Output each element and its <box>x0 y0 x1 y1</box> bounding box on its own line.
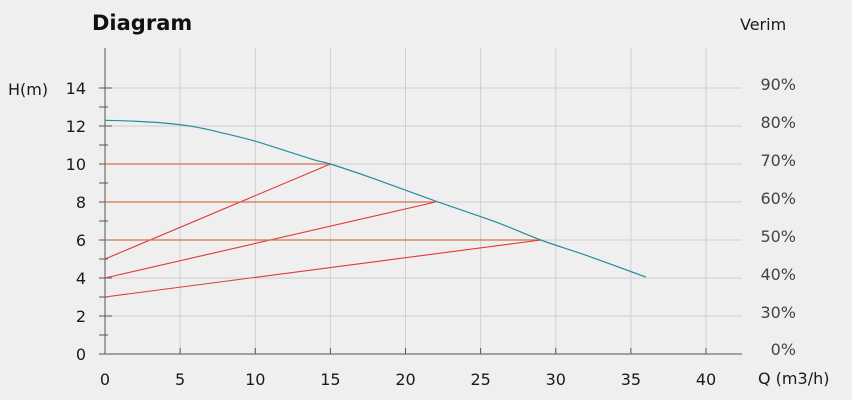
system-curve-line <box>104 163 331 260</box>
x-tick-label: 25 <box>470 370 490 389</box>
operating-lines <box>104 163 541 298</box>
x-tick-label: 20 <box>395 370 415 389</box>
y-ticks: 0 2 4 6 8 10 12 14 <box>66 79 86 364</box>
y-tick-label: 12 <box>66 117 86 136</box>
x-tick-label: 15 <box>320 370 340 389</box>
grid <box>105 48 742 354</box>
y2-tick-label: 90% <box>760 75 796 94</box>
y2-tick-label: 60% <box>760 189 796 208</box>
pump-curve <box>104 119 647 278</box>
y-tick-label: 2 <box>76 307 86 326</box>
pump-curve-group <box>104 119 647 278</box>
axes <box>99 48 742 355</box>
y2-ticks: 0% 30% 40% 50% 60% 70% 80% 90% <box>760 75 796 359</box>
y2-tick-label: 80% <box>760 113 796 132</box>
y-tick-label: 8 <box>76 193 86 212</box>
x-tick-label: 35 <box>621 370 641 389</box>
y2-tick-label: 30% <box>760 303 796 322</box>
y-tick-label: 6 <box>76 231 86 250</box>
x-axis-label: Q (m3/h) <box>758 369 829 388</box>
x-tick-label: 0 <box>100 370 110 389</box>
x-tick-label: 5 <box>175 370 185 389</box>
x-tick-label: 10 <box>245 370 265 389</box>
y2-tick-label: 40% <box>760 265 796 284</box>
y2-axis-label: Verim <box>740 15 786 34</box>
x-tick-label: 30 <box>546 370 566 389</box>
y2-tick-label: 0% <box>771 340 796 359</box>
y-axis-label: H(m) <box>8 80 48 99</box>
y-tick-label: 4 <box>76 269 86 288</box>
x-ticks: 0 5 10 15 20 25 30 35 40 <box>100 370 716 389</box>
x-tick-label: 40 <box>696 370 716 389</box>
y2-tick-label: 70% <box>760 151 796 170</box>
system-curve-line <box>104 239 541 298</box>
y-tick-label: 10 <box>66 155 86 174</box>
y-tick-label: 0 <box>76 345 86 364</box>
y-tick-label: 14 <box>66 79 86 98</box>
y2-tick-label: 50% <box>760 227 796 246</box>
chart-title: Diagram <box>92 11 192 35</box>
